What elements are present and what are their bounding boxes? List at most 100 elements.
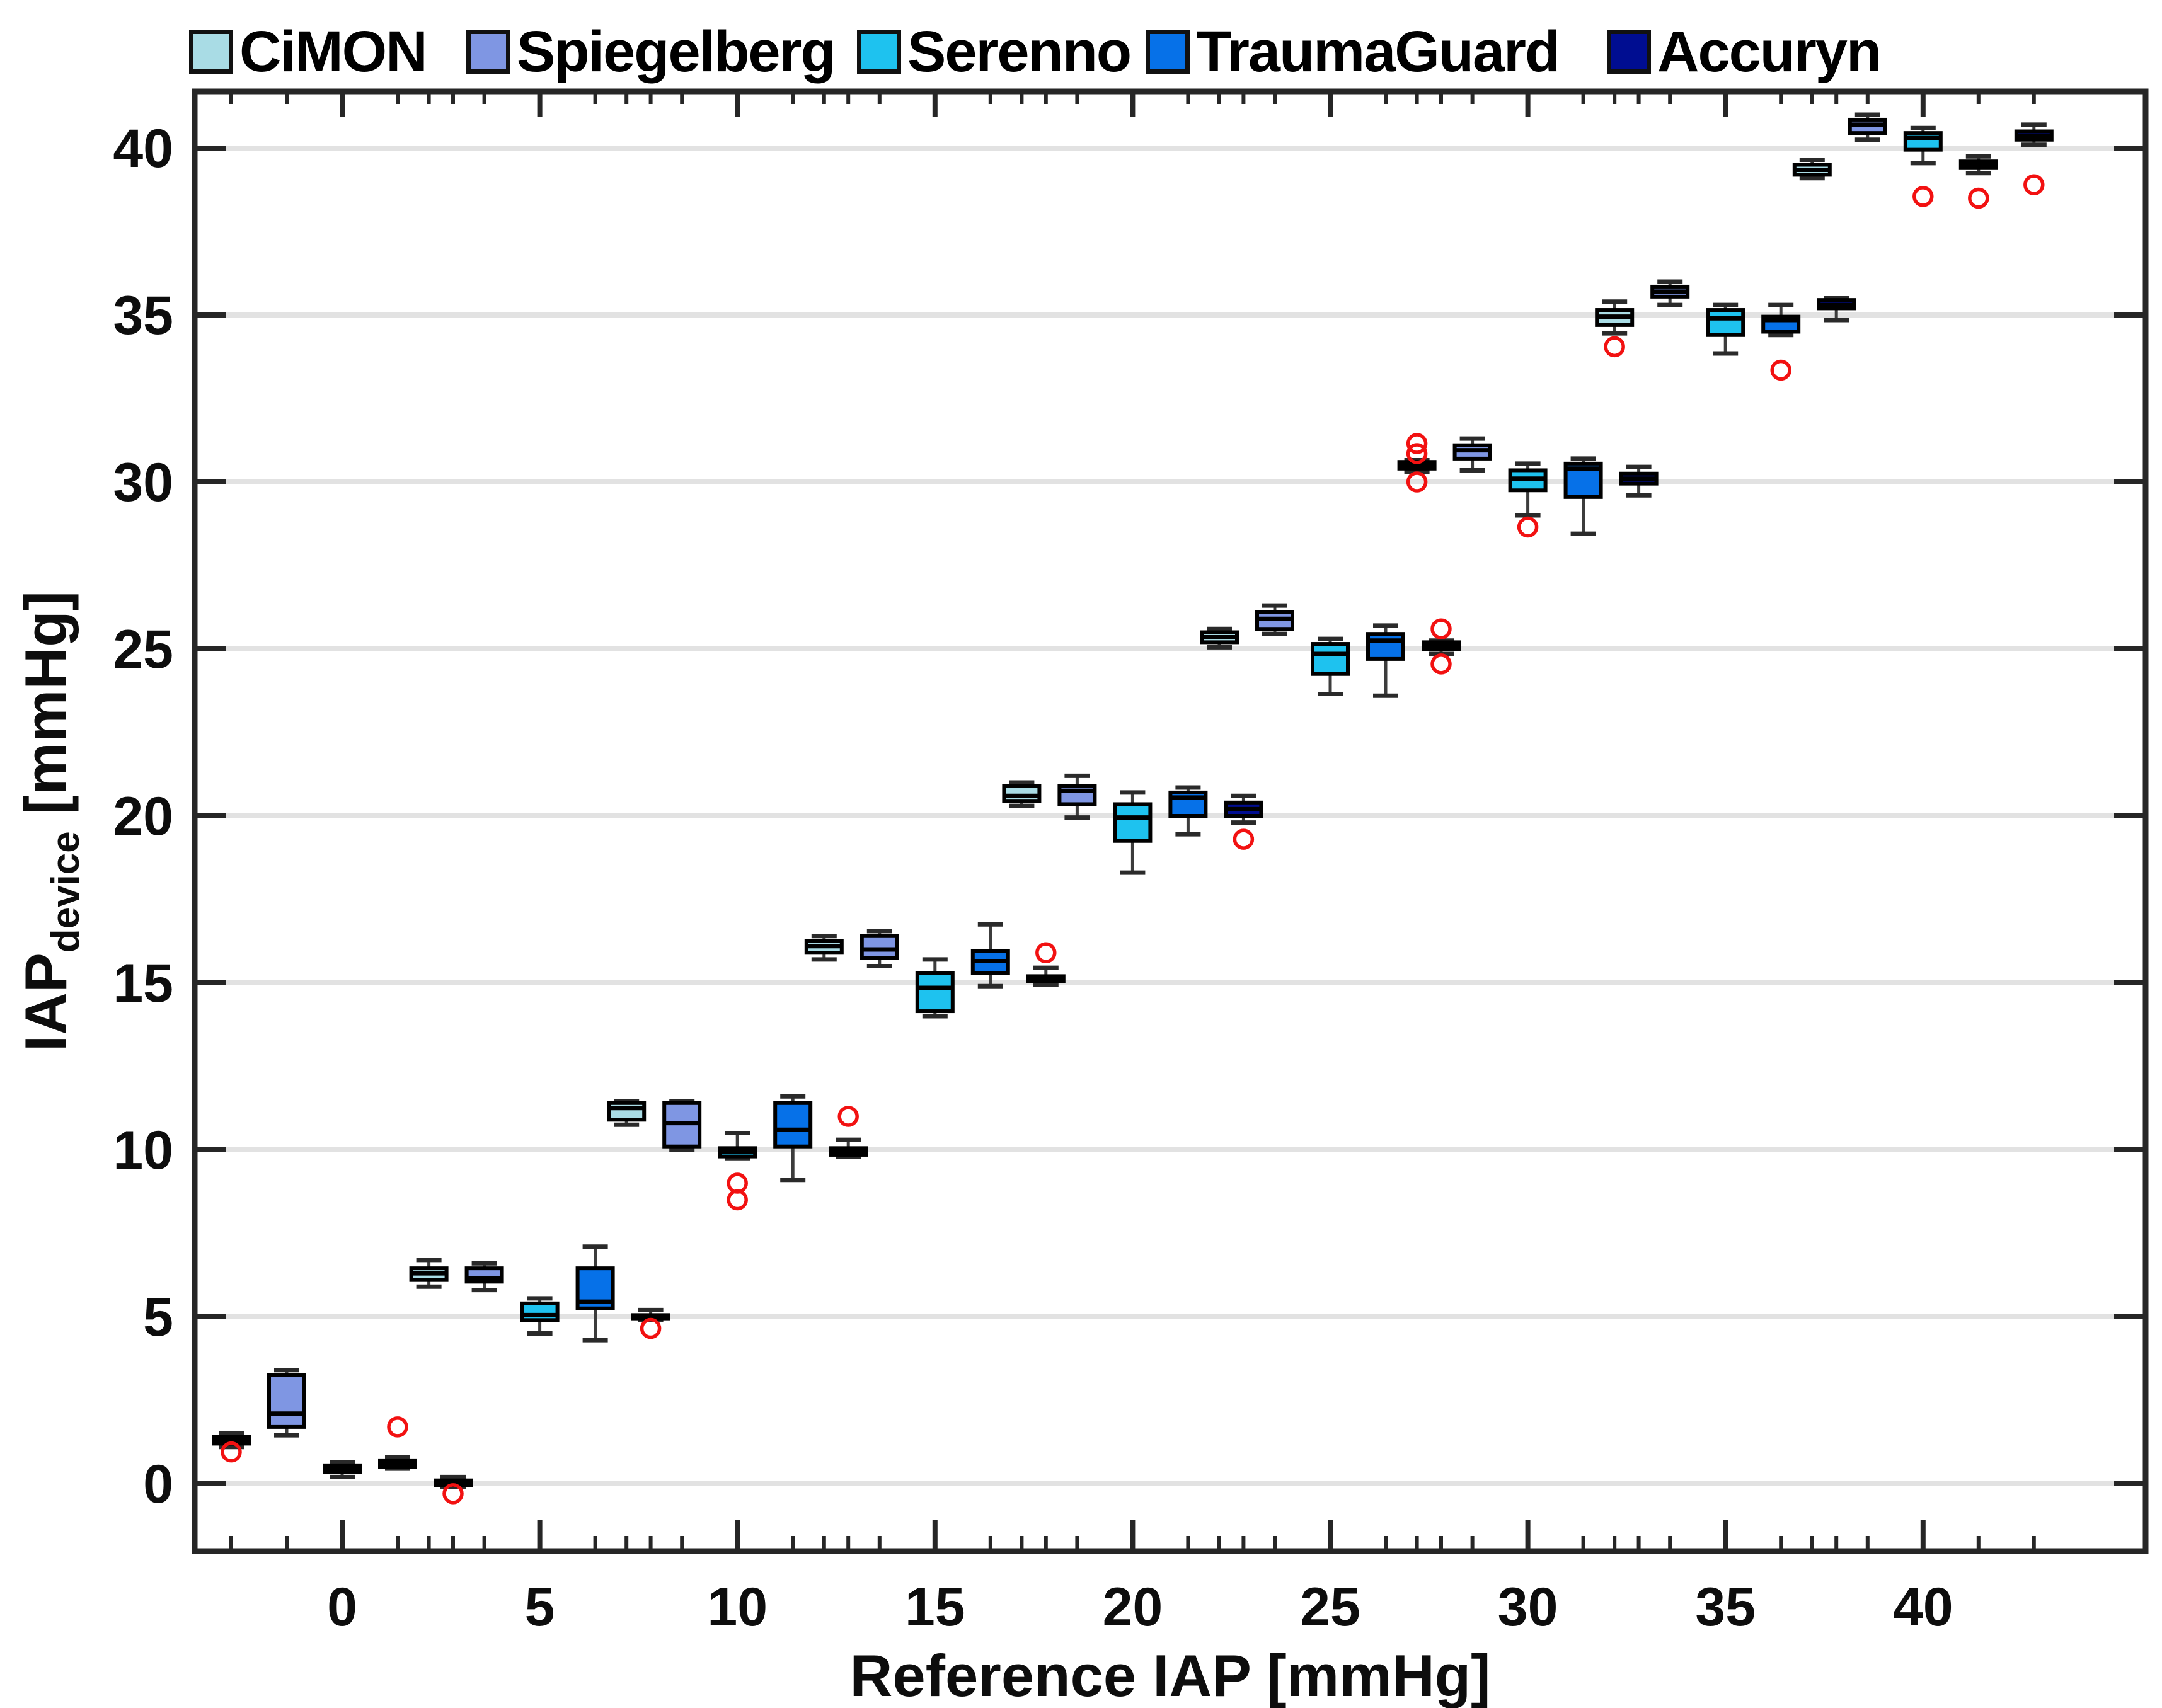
box-group-Serenno-ref5 bbox=[520, 1296, 560, 1336]
y-tick-label-10: 10 bbox=[113, 1120, 173, 1181]
outlier-marker bbox=[387, 1416, 408, 1438]
box-group-TraumaGuard-ref20 bbox=[1168, 785, 1208, 837]
box-rect bbox=[1113, 802, 1153, 843]
outlier-marker bbox=[2023, 174, 2045, 196]
legend-swatch-accuryn bbox=[1607, 30, 1651, 74]
box-group-CiMON-ref25 bbox=[1200, 626, 1239, 650]
legend-swatch-serenno bbox=[857, 30, 901, 74]
box-rect bbox=[267, 1373, 306, 1429]
box-group-TraumaGuard-ref35 bbox=[1761, 302, 1801, 381]
outlier-marker bbox=[1430, 618, 1452, 639]
outlier-marker bbox=[1406, 471, 1428, 493]
box-group-Accuryn-ref5 bbox=[631, 1307, 670, 1339]
outlier-marker bbox=[837, 1106, 859, 1127]
box-group-TraumaGuard-ref0 bbox=[378, 1416, 417, 1471]
legend-label: TraumaGuard bbox=[1196, 20, 1560, 84]
box-group-Accuryn-ref40 bbox=[2014, 122, 2054, 196]
box-group-Serenno-ref0 bbox=[323, 1460, 362, 1479]
box-group-Spiegelberg-ref25 bbox=[1255, 603, 1294, 636]
box-group-Spiegelberg-ref30 bbox=[1452, 436, 1492, 473]
legend-swatch-cimon bbox=[189, 30, 233, 74]
outlier-marker bbox=[1233, 828, 1255, 850]
box-group-TraumaGuard-ref5 bbox=[575, 1244, 615, 1343]
x-axis-label: Reference IAP [mmHg] bbox=[850, 1642, 1491, 1708]
y-axis-label-subscript: device bbox=[44, 831, 88, 953]
x-tick-label-0: 0 bbox=[327, 1577, 357, 1637]
legend-item-serenno: Serenno bbox=[857, 20, 1132, 84]
x-tick-label-35: 35 bbox=[1695, 1577, 1756, 1637]
box-rect bbox=[607, 1101, 647, 1122]
box-rect bbox=[915, 971, 955, 1014]
plot-border bbox=[192, 88, 2149, 1554]
box-group-Spiegelberg-ref15 bbox=[860, 929, 899, 968]
box-group-Accuryn-ref15 bbox=[1026, 942, 1066, 987]
legend-swatch-traumaguard bbox=[1146, 30, 1190, 74]
box-group-TraumaGuard-ref10 bbox=[773, 1094, 813, 1183]
box-group-Accuryn-ref25 bbox=[1422, 618, 1461, 675]
box-group-Serenno-ref25 bbox=[1311, 636, 1350, 697]
box-group-Serenno-ref40 bbox=[1903, 125, 1943, 207]
box-group-Serenno-ref15 bbox=[915, 957, 955, 1019]
box-group-Accuryn-ref10 bbox=[829, 1106, 868, 1159]
outlier-marker bbox=[1770, 359, 1791, 381]
legend-item-spiegelberg: Spiegelberg bbox=[466, 20, 836, 84]
box-group-CiMON-ref10 bbox=[607, 1099, 647, 1127]
box-group-CiMON-ref35 bbox=[1595, 299, 1635, 358]
x-tick-label-40: 40 bbox=[1893, 1577, 1953, 1637]
box-group-Spiegelberg-ref20 bbox=[1057, 773, 1097, 820]
outlier-marker bbox=[1912, 186, 1934, 207]
x-tick-label-10: 10 bbox=[707, 1577, 768, 1637]
y-tick-label-25: 25 bbox=[113, 619, 173, 680]
box-group-CiMON-ref20 bbox=[1002, 780, 1042, 808]
box-group-Spiegelberg-ref0 bbox=[267, 1368, 306, 1438]
x-tick-label-20: 20 bbox=[1103, 1577, 1163, 1637]
box-group-TraumaGuard-ref40 bbox=[1958, 154, 1998, 209]
outlier-marker bbox=[1430, 653, 1452, 675]
box-rect bbox=[1311, 642, 1350, 676]
box-group-Serenno-ref20 bbox=[1113, 790, 1153, 875]
legend-label: CiMON bbox=[239, 20, 428, 84]
y-tick-label-0: 0 bbox=[143, 1454, 173, 1515]
legend: CiMON Spiegelberg Serenno TraumaGuard Accury… bbox=[0, 0, 2162, 95]
y-axis-label: IAPdevice [mmHg] bbox=[13, 591, 88, 1052]
box-rect bbox=[860, 934, 899, 960]
box-rect bbox=[1706, 308, 1745, 337]
box-group-Accuryn-ref30 bbox=[1619, 464, 1659, 498]
outlier-marker bbox=[442, 1483, 464, 1505]
legend-label: Accuryn bbox=[1657, 20, 1882, 84]
outlier-marker bbox=[1035, 942, 1057, 964]
outlier-marker bbox=[727, 1189, 748, 1211]
outlier-marker bbox=[1406, 433, 1428, 454]
outlier-marker bbox=[221, 1441, 242, 1463]
outlier-marker bbox=[1968, 187, 1989, 209]
legend-label: Spiegelberg bbox=[517, 20, 836, 84]
box-group-TraumaGuard-ref30 bbox=[1563, 456, 1603, 536]
box-group-Serenno-ref35 bbox=[1706, 302, 1745, 356]
box-group-CiMON-ref30 bbox=[1397, 433, 1437, 493]
legend-swatch-spiegelberg bbox=[466, 30, 510, 74]
x-tick-label-25: 25 bbox=[1300, 1577, 1360, 1637]
legend-label: Serenno bbox=[907, 20, 1132, 84]
box-group-Accuryn-ref20 bbox=[1224, 793, 1263, 850]
box-rect bbox=[1057, 784, 1097, 806]
box-group-CiMON-ref40 bbox=[1792, 158, 1832, 181]
y-tick-label-30: 30 bbox=[113, 452, 173, 513]
legend-item-cimon: CiMON bbox=[189, 20, 428, 84]
box-group-Spiegelberg-ref10 bbox=[662, 1099, 702, 1152]
box-rect bbox=[520, 1301, 560, 1322]
box-group-Spiegelberg-ref5 bbox=[464, 1261, 504, 1293]
box-rect bbox=[1002, 784, 1042, 803]
y-tick-label-5: 5 bbox=[143, 1287, 173, 1348]
box-group-Spiegelberg-ref40 bbox=[1848, 112, 1887, 142]
box-group-TraumaGuard-ref15 bbox=[970, 922, 1010, 989]
box-group-CiMON-ref0 bbox=[212, 1431, 251, 1463]
y-tick-label-35: 35 bbox=[113, 285, 173, 346]
box-group-Accuryn-ref0 bbox=[434, 1474, 473, 1505]
y-tick-label-15: 15 bbox=[113, 953, 173, 1014]
box-rect bbox=[1903, 131, 1943, 152]
x-tick-label-30: 30 bbox=[1498, 1577, 1558, 1637]
box-rect bbox=[1366, 632, 1405, 661]
y-axis-label-unit: [mmHg] bbox=[13, 591, 79, 831]
